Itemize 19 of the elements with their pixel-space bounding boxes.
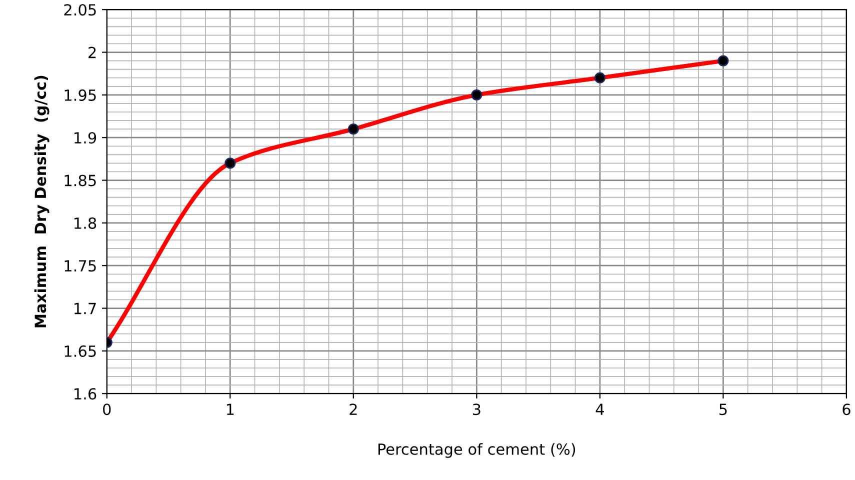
x-tick-label: 6 bbox=[842, 404, 850, 416]
y-tick-label: 1.8 bbox=[74, 217, 96, 229]
x-tick-label: 3 bbox=[472, 404, 480, 416]
y-tick-label: 2 bbox=[88, 46, 96, 58]
x-tick-label: 1 bbox=[226, 404, 234, 415]
y-tick-label: 1.6 bbox=[74, 388, 96, 400]
y-tick-label: 1.9 bbox=[74, 132, 96, 144]
y-tick-label: 1.95 bbox=[64, 89, 96, 101]
y-tick-label: 1.75 bbox=[64, 260, 96, 272]
x-tick-label: 0 bbox=[103, 404, 111, 416]
y-tick-label: 1.65 bbox=[64, 345, 96, 357]
x-axis-title: Percentage of cement (%) bbox=[378, 443, 576, 458]
y-axis-title: Maximum Dry Density (g/cc) bbox=[34, 76, 50, 328]
x-tick-label: 5 bbox=[720, 404, 727, 416]
x-tick-label: 2 bbox=[350, 404, 357, 415]
y-tick-label: 1.85 bbox=[64, 174, 96, 186]
x-tick-label: 4 bbox=[596, 404, 604, 415]
y-tick-label: 2.05 bbox=[64, 4, 96, 16]
y-tick-label: 1.7 bbox=[74, 302, 96, 314]
